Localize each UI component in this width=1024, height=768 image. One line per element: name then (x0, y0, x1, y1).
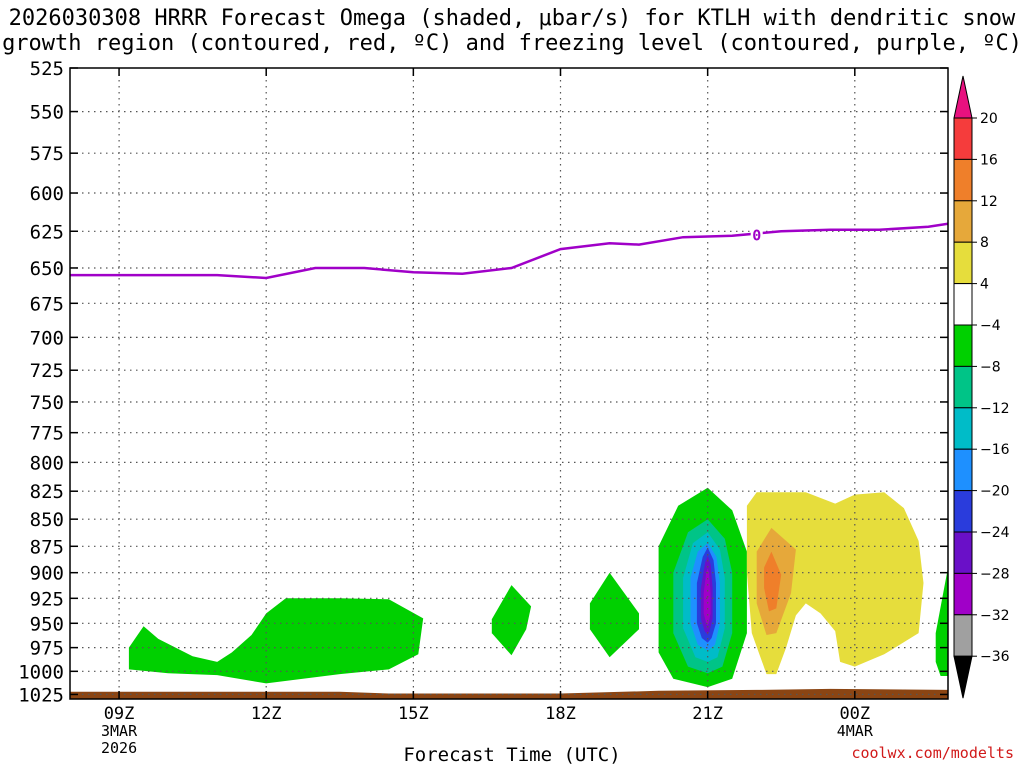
x-tick-label-09Z-2: 2026 (101, 739, 137, 757)
freezing-level-label: 0 (752, 227, 761, 245)
colorbar-label-0: 20 (980, 111, 998, 127)
colorbar-label-7: −12 (980, 401, 1010, 417)
colorbar-label-11: −28 (980, 566, 1010, 582)
y-tick-label-750: 750 (30, 392, 64, 414)
colorbar-bottom-arrow (953, 655, 973, 699)
colorbar-band-0 (953, 117, 973, 160)
omega-region-ascent-1630 (491, 585, 532, 656)
colorbar-band-7 (953, 407, 973, 450)
x-tick-label-09Z-1: 3MAR (101, 722, 138, 740)
colorbar-label-1: 16 (980, 152, 998, 168)
x-tick-label-15Z-0: 15Z (398, 704, 429, 724)
colorbar-band-12 (953, 614, 973, 657)
plot-frame (69, 67, 949, 700)
omega-region-ascent-2545 (935, 567, 948, 676)
y-tick-label-1025: 1025 (18, 684, 64, 706)
axes: 525 550 575 600 625 650 675 700 725 750 775 800 825 8… (18, 58, 949, 757)
y-tick-label-925: 925 (30, 588, 64, 610)
freezing-level-line (70, 222, 948, 280)
colorbar-label-8: −16 (980, 442, 1010, 458)
y-tick-label-825: 825 (30, 481, 64, 503)
site-credit[interactable]: coolwx.com/modelts (851, 744, 1014, 762)
freezing-level-label-bg (750, 227, 763, 242)
omega-shading (70, 487, 948, 699)
grid-lines (70, 68, 948, 699)
omega-region-ascent-0930-1130 (128, 598, 424, 684)
y-tick-label-950: 950 (30, 613, 64, 635)
y-tick-label-550: 550 (30, 102, 64, 124)
omega-region-descent-2230 (746, 492, 924, 675)
x-tick-label-12Z-0: 12Z (251, 704, 282, 724)
chart-title-line1: 2026030308 HRRR Forecast Omega (shaded, … (8, 6, 1016, 31)
omega-region-descent-2230-inner2 (764, 551, 782, 612)
colorbar-label-9: −20 (980, 484, 1010, 500)
y-tick-label-775: 775 (30, 423, 64, 445)
y-tick-label-525: 525 (30, 58, 64, 80)
colorbar-band-5 (953, 324, 973, 367)
chart-title: 2026030308 HRRR Forecast Omega (shaded, … (0, 6, 1024, 56)
x-tick-label-00Z-1: 4MAR (837, 722, 874, 740)
y-tick-label-975: 975 (30, 638, 64, 660)
x-tick-label-18Z-0: 18Z (545, 704, 576, 724)
colorbar-band-2 (953, 200, 973, 243)
y-tick-label-1000: 1000 (18, 661, 64, 683)
y-tick-label-800: 800 (30, 452, 64, 474)
y-tick-label-850: 850 (30, 509, 64, 531)
y-tick-label-575: 575 (30, 143, 64, 165)
colorbar-band-4 (953, 283, 973, 326)
y-tick-label-900: 900 (30, 563, 64, 585)
colorbar-band-9 (953, 490, 973, 533)
x-tick-label-21Z-0: 21Z (692, 704, 723, 724)
colorbar-label-3: 8 (980, 235, 989, 251)
x-axis-label: Forecast Time (UTC) (403, 744, 621, 766)
colorbar-label-6: −8 (980, 359, 1001, 375)
colorbar-label-13: −36 (980, 649, 1010, 665)
colorbar-band-6 (953, 365, 973, 409)
colorbar-label-5: −4 (980, 318, 1001, 334)
y-tick-label-625: 625 (30, 221, 64, 243)
colorbar-band-11 (953, 572, 973, 616)
colorbar-label-4: 4 (980, 277, 989, 293)
omega-region-ascent-1900 (589, 572, 639, 658)
colorbar-label-12: −32 (980, 608, 1010, 624)
y-tick-label-650: 650 (30, 258, 64, 280)
y-tick-label-675: 675 (30, 293, 64, 315)
freezing-level: 0 (70, 222, 948, 280)
y-tick-label-725: 725 (30, 360, 64, 382)
colorbar-band-10 (953, 531, 973, 574)
colorbar-label-2: 12 (980, 194, 998, 210)
x-tick-label-09Z-0: 09Z (104, 704, 135, 724)
colorbar-band-8 (953, 448, 973, 492)
y-tick-label-875: 875 (30, 536, 64, 558)
x-tick-label-00Z-0: 00Z (839, 704, 870, 724)
chart-title-line2: growth region (contoured, red, ºC) and f… (2, 31, 1022, 56)
colorbar-band-1 (953, 158, 973, 202)
colorbar: 20 16 12 8 4 −4 −8 −12 −16 −20 −24 −28 −32 −36 (953, 75, 1010, 699)
colorbar-label-10: −24 (980, 525, 1010, 541)
y-tick-label-600: 600 (30, 183, 64, 205)
colorbar-top-arrow (953, 75, 973, 119)
colorbar-band-3 (953, 241, 973, 285)
y-tick-label-700: 700 (30, 327, 64, 349)
